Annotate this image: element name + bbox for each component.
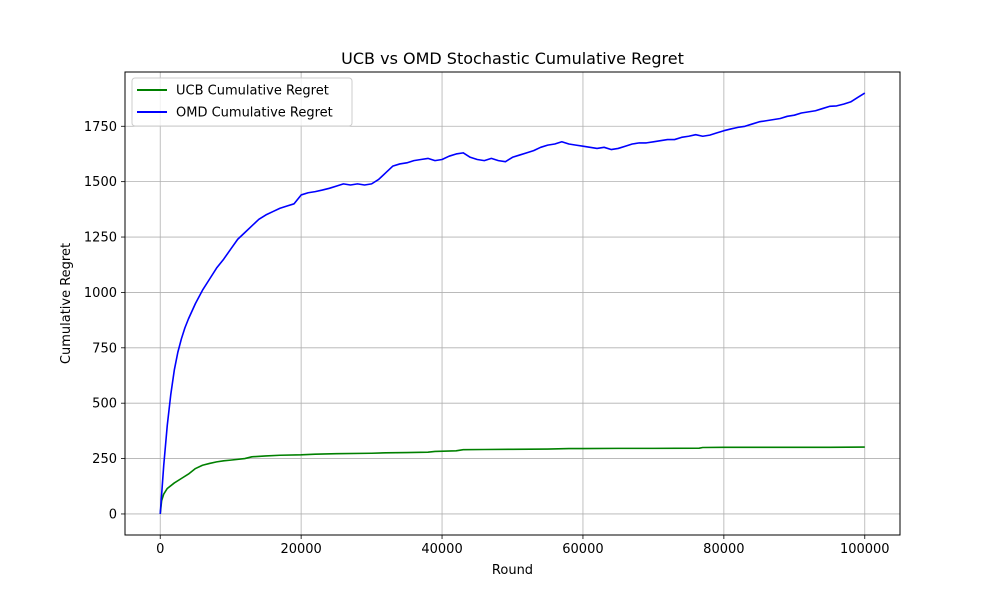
series-line-omd [159, 92, 866, 515]
chart-title: UCB vs OMD Stochastic Cumulative Regret [341, 49, 684, 68]
y-tick-label: 1250 [84, 231, 117, 246]
y-tick-label: 1000 [84, 286, 117, 301]
legend-label-ucb: UCB Cumulative Regret [176, 84, 329, 99]
legend: UCB Cumulative Regret OMD Cumulative Reg… [131, 77, 353, 127]
y-axis-ticks: 0 250 500 750 1000 1250 1500 1750 [84, 120, 125, 522]
legend-box [131, 77, 353, 127]
x-axis-label: Round [492, 563, 533, 578]
y-tick-label: 500 [92, 397, 117, 412]
series-line-ucb [159, 446, 865, 515]
y-axis-label: Cumulative Regret [59, 243, 74, 364]
y-tick-label: 1500 [84, 175, 117, 190]
x-tick-label: 0 [156, 542, 164, 557]
x-tick-label: 100000 [840, 542, 890, 557]
y-tick-label: 750 [92, 341, 117, 356]
x-tick-label: 40000 [421, 542, 462, 557]
y-tick-label: 250 [92, 452, 117, 467]
x-tick-label: 20000 [280, 542, 321, 557]
y-tick-label: 0 [109, 507, 117, 522]
x-axis-ticks: 0 20000 40000 60000 80000 100000 [156, 535, 890, 557]
x-tick-label: 60000 [562, 542, 603, 557]
plot-frame [124, 71, 901, 536]
grid-lines [125, 72, 900, 535]
x-tick-label: 80000 [703, 542, 744, 557]
series-layer [159, 92, 866, 515]
legend-label-omd: OMD Cumulative Regret [176, 106, 333, 121]
y-tick-label: 1750 [84, 120, 117, 135]
